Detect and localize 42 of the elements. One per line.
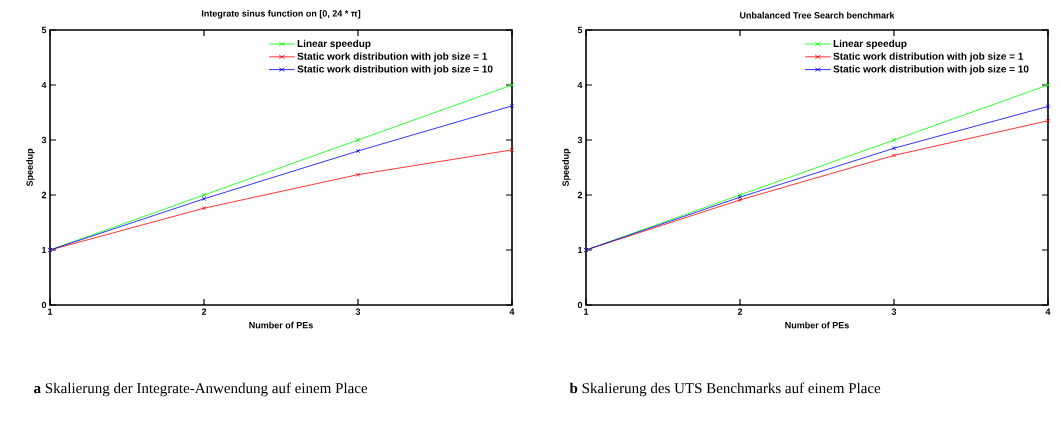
y-tick-label: 2 xyxy=(41,191,47,199)
legend-label: Static work distribution with job size = 10 xyxy=(297,65,493,75)
legend-label: Static work distribution with job size = 1 xyxy=(297,52,488,62)
x-tick-label: 2 xyxy=(201,308,207,315)
y-tick-label: 3 xyxy=(41,136,47,144)
chart-title: Integrate sinus function on [0, 24 * π] xyxy=(201,10,361,19)
point xyxy=(201,192,207,198)
x-tick-label: 1 xyxy=(48,308,53,315)
point xyxy=(355,137,361,143)
legend-label: Linear speedup xyxy=(833,39,907,50)
y-tick-label: 1 xyxy=(578,246,583,254)
y-tick-label: 1 xyxy=(42,246,47,254)
legend-label: Linear speedup xyxy=(297,39,371,50)
y-tick-label: 2 xyxy=(577,191,583,199)
y-axis-title: Speedup xyxy=(26,148,35,187)
point xyxy=(891,153,897,158)
x-tick-label: 1 xyxy=(584,308,589,315)
point xyxy=(201,206,207,211)
x-tick-label: 4 xyxy=(1045,308,1051,315)
x-tick-label: 3 xyxy=(355,308,361,315)
x-tick-label: 2 xyxy=(737,308,743,315)
x-axis-title: Number of PEs xyxy=(785,321,849,329)
legend-label: Static work distribution with job size = 1 xyxy=(833,52,1024,62)
x-tick-label: 4 xyxy=(509,308,515,315)
x-axis-title: Number of PEs xyxy=(249,321,313,329)
point xyxy=(201,196,207,202)
y-axis-title: Speedup xyxy=(562,148,571,187)
y-tick-label: 4 xyxy=(41,81,47,89)
y-tick-label: 5 xyxy=(41,26,47,34)
text: b Skalierung des UTS Benchmarks auf einem Place xyxy=(569,382,881,397)
point xyxy=(355,172,361,177)
y-tick-label: 3 xyxy=(577,136,583,144)
y-tick-label: 5 xyxy=(577,26,583,34)
text: a Skalierung der Integrate-Anwendung auf einem Place xyxy=(34,382,368,397)
y-tick-label: 0 xyxy=(41,301,47,309)
y-tick-label: 0 xyxy=(577,301,583,309)
x-tick-label: 3 xyxy=(891,308,897,315)
chart-title: Unbalanced Tree Search benchmark xyxy=(740,11,895,19)
y-tick-label: 4 xyxy=(577,81,583,89)
legend-label: Static work distribution with job size = 10 xyxy=(833,65,1029,75)
point xyxy=(891,137,897,143)
point xyxy=(891,146,897,151)
